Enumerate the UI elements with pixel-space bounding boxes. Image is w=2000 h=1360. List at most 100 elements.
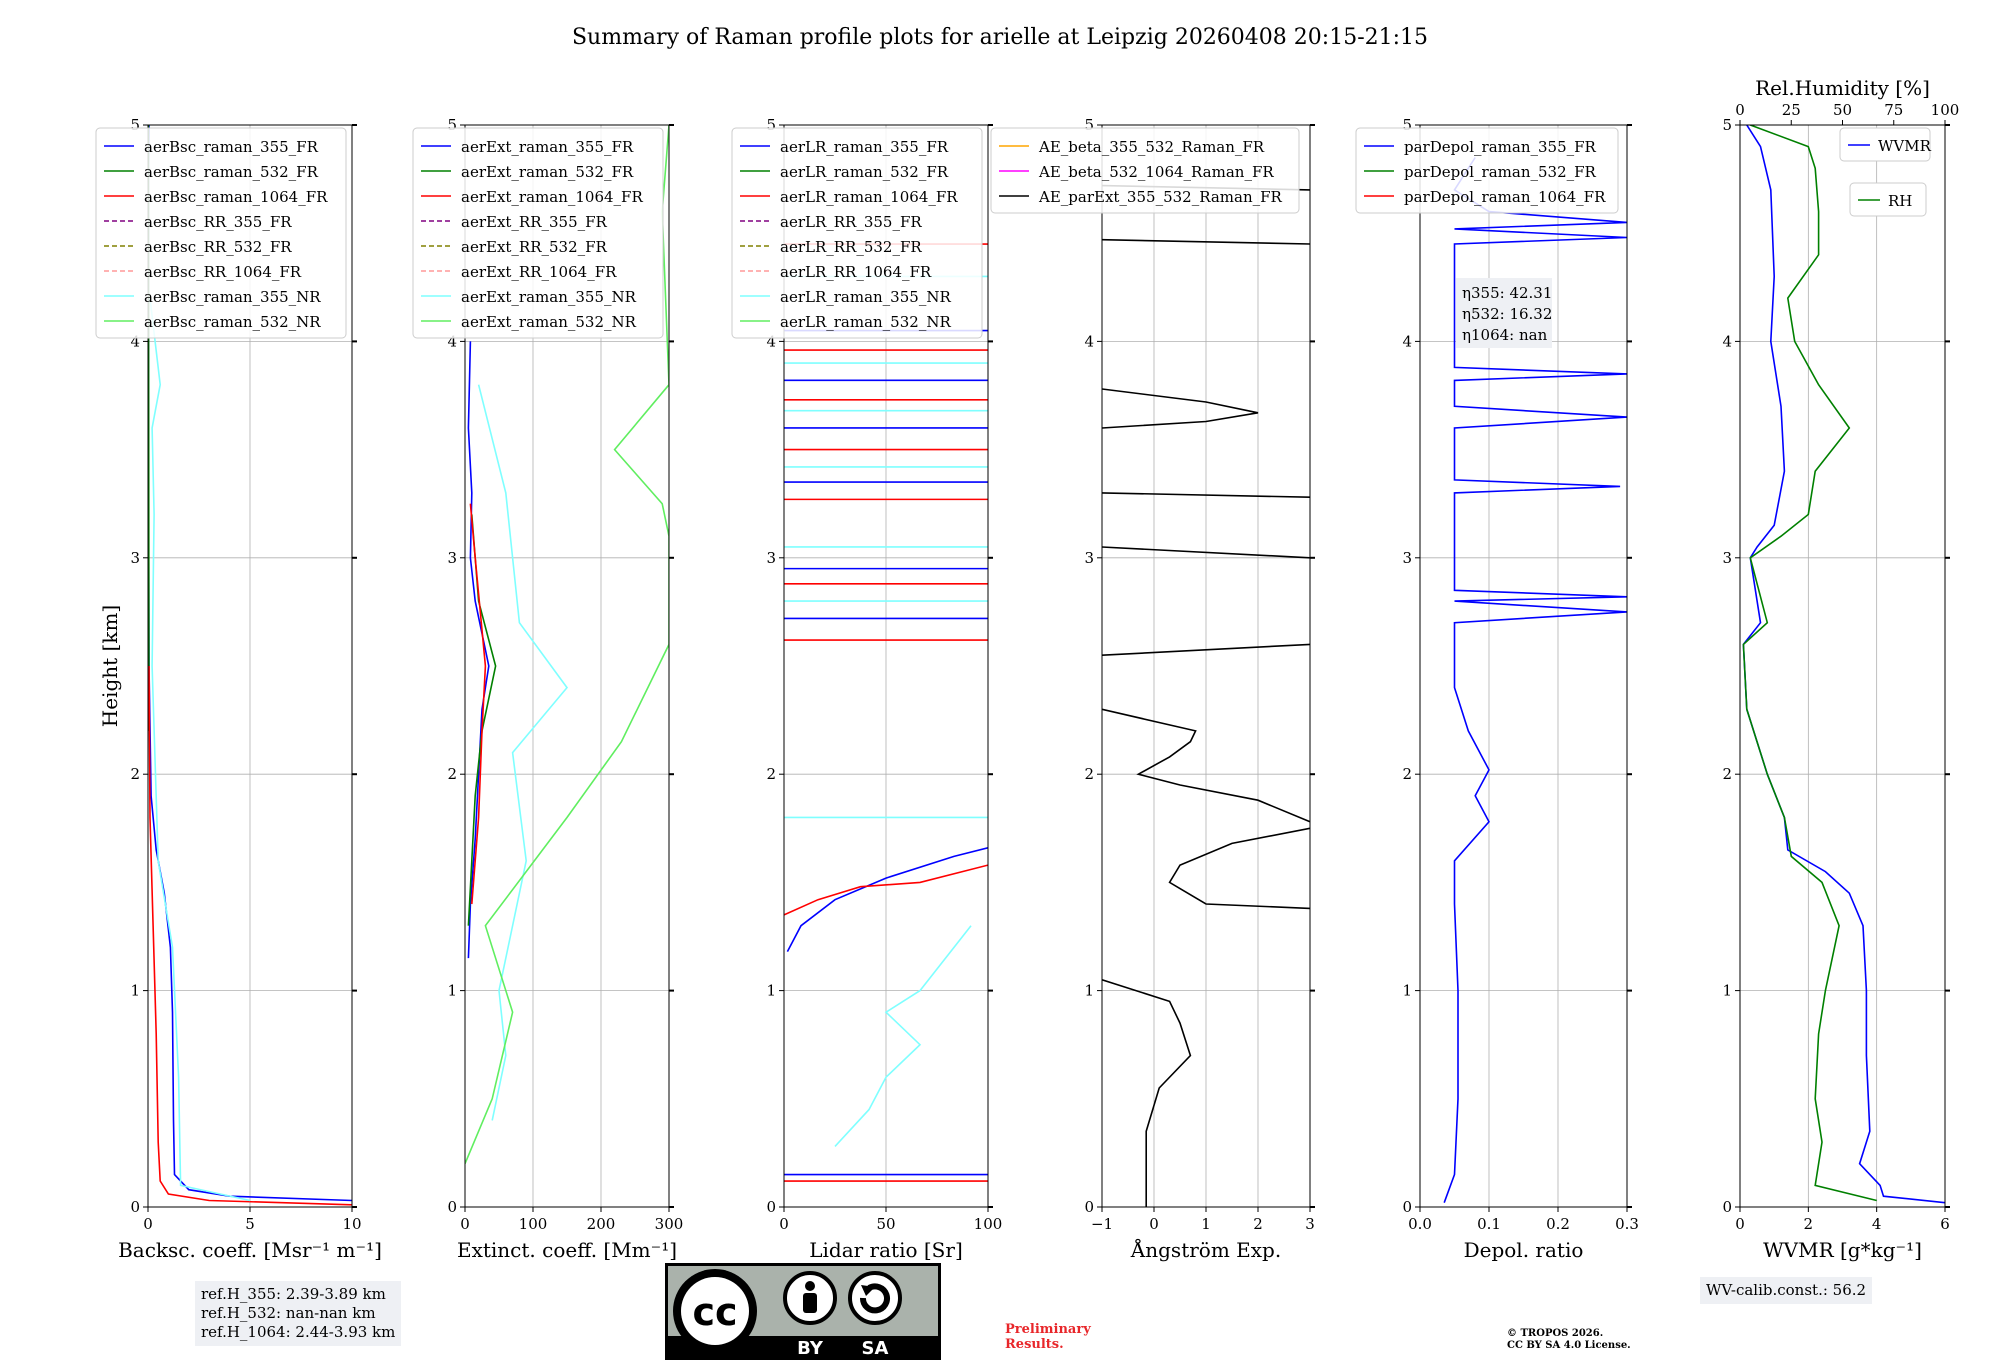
top-axis-label: Rel.Humidity [%] bbox=[1755, 76, 1930, 100]
legend: aerExt_raman_355_FR aerExt_raman_532_FRae… bbox=[412, 127, 664, 339]
legend-label: RH bbox=[1888, 192, 1912, 210]
copyright-note: © TROPOS 2026. CC BY SA 4.0 License. bbox=[1507, 1328, 1631, 1352]
annotation-box bbox=[1456, 278, 1552, 348]
sa-arrow-head bbox=[861, 1285, 875, 1296]
y-tick-label: 0 bbox=[1084, 1198, 1094, 1216]
ref-height-532: ref.H_532: nan-nan km bbox=[201, 1304, 376, 1322]
series-AE_parExt_355_532_Raman_FR_c bbox=[1102, 708, 1310, 823]
y-tick-label: 4 bbox=[1084, 332, 1094, 350]
y-tick-label: 1 bbox=[130, 982, 140, 1000]
series-aerExt_raman_1064_FR bbox=[469, 503, 487, 905]
y-tick-label: 4 bbox=[1722, 332, 1732, 350]
x-tick-label: 2 bbox=[1253, 1215, 1263, 1233]
x-tick-label: 0 bbox=[1149, 1215, 1159, 1233]
legend-label: aerBsc_raman_1064_FR bbox=[144, 188, 328, 206]
legend-label: aerBsc_raman_355_FR bbox=[144, 138, 319, 156]
cc-circle-inner bbox=[681, 1277, 749, 1345]
legend-box bbox=[1839, 127, 1931, 162]
sa-label: SA bbox=[862, 1338, 889, 1359]
x-tick-label: 0 bbox=[460, 1215, 470, 1233]
legend-label: aerLR_RR_532_FR bbox=[780, 238, 922, 256]
y-tick-label: 3 bbox=[1402, 549, 1412, 567]
cc-icon: cc bbox=[692, 1290, 737, 1334]
legend-box bbox=[1355, 127, 1619, 214]
x-axis-label: Extinct. coeff. [Mm⁻¹] bbox=[457, 1238, 677, 1262]
top-tick-label: 100 bbox=[1931, 101, 1960, 119]
x-tick-label: 6 bbox=[1940, 1215, 1950, 1233]
x-tick-label: 100 bbox=[519, 1215, 548, 1233]
legend-box bbox=[990, 127, 1300, 214]
legend-label: aerBsc_RR_532_FR bbox=[144, 238, 292, 256]
x-tick-label: 200 bbox=[587, 1215, 616, 1233]
legend-label: aerExt_raman_355_NR bbox=[461, 288, 637, 306]
y-tick-label: 4 bbox=[1402, 332, 1412, 350]
y-tick-label: 0 bbox=[1722, 1198, 1732, 1216]
y-tick-label: 2 bbox=[1722, 765, 1732, 783]
x-tick-label: 50 bbox=[876, 1215, 895, 1233]
y-tick-label: 1 bbox=[766, 982, 776, 1000]
by-person-body bbox=[803, 1293, 817, 1313]
legend-label: aerBsc_raman_532_FR bbox=[144, 163, 319, 181]
legend-label: aerBsc_RR_355_FR bbox=[144, 213, 292, 231]
eta-annotation: η355: 42.31 bbox=[1462, 284, 1552, 302]
top-tick-label: 0 bbox=[1735, 101, 1745, 119]
legend-label: AE_parExt_355_532_Raman_FR bbox=[1038, 188, 1283, 206]
x-tick-label: 0.2 bbox=[1546, 1215, 1570, 1233]
legend-label: aerBsc_raman_355_NR bbox=[144, 288, 321, 306]
y-tick-label: 5 bbox=[130, 116, 140, 134]
x-axis-label: Ångström Exp. bbox=[1130, 1237, 1281, 1262]
sa-share-icon bbox=[848, 1271, 902, 1325]
legend-label: aerLR_raman_355_NR bbox=[780, 288, 951, 306]
legend-label: parDepol_raman_355_FR bbox=[1404, 138, 1597, 156]
legend: AE_beta_355_532_Raman_FR AE_beta_532_1064… bbox=[990, 127, 1300, 214]
wv-calibration-box: WV-calib.const.: 56.2 bbox=[1700, 1277, 1873, 1304]
legend-label: AE_beta_355_532_Raman_FR bbox=[1038, 138, 1265, 156]
y-tick-label: 0 bbox=[1402, 1198, 1412, 1216]
preliminary-line2: Results. bbox=[1005, 1337, 1064, 1352]
top-tick-label: 75 bbox=[1884, 101, 1903, 119]
axes-frame bbox=[1419, 124, 1628, 1208]
legend-label: aerExt_RR_355_FR bbox=[461, 213, 608, 231]
series-aerExt_raman_355_FR bbox=[467, 341, 490, 959]
axes-frame bbox=[464, 124, 670, 1208]
cc-by-sa-badge: cc BY SA bbox=[665, 1263, 941, 1360]
panel-depol: 0 1 2 3 4 5 0.0 0.1 0.2 0.3 Depol. ratio parDepol_r… bbox=[1355, 116, 1639, 1262]
series-aerExt_raman_355_NR bbox=[477, 384, 569, 1121]
series-aerBsc_raman_355_NR bbox=[149, 298, 251, 1202]
y-tick-label: 1 bbox=[447, 982, 457, 1000]
legend-label: aerLR_raman_532_FR bbox=[780, 163, 949, 181]
preliminary-note: Preliminary Results. bbox=[1005, 1322, 1091, 1352]
y-tick-label: 0 bbox=[766, 1198, 776, 1216]
preliminary-line1: Preliminary bbox=[1005, 1322, 1091, 1337]
x-tick-label: 0.1 bbox=[1477, 1215, 1501, 1233]
y-tick-label: 1 bbox=[1084, 982, 1094, 1000]
plot-area bbox=[1443, 157, 1627, 1203]
x-tick-label: 5 bbox=[245, 1215, 255, 1233]
legend-label: parDepol_raman_532_FR bbox=[1404, 163, 1597, 181]
legend: WVMR RH bbox=[1839, 127, 1932, 217]
y-tick-label: 5 bbox=[766, 116, 776, 134]
legend-label: aerExt_RR_1064_FR bbox=[461, 263, 617, 281]
panel-ext: 0 1 2 3 4 5 0 100 200 300 Extinct. coeff. [Mm⁻¹] ae… bbox=[412, 116, 683, 1262]
axes-frame bbox=[1739, 124, 1946, 1208]
y-tick-label: 1 bbox=[1722, 982, 1732, 1000]
series-aerBsc_raman_1064_FR bbox=[148, 665, 352, 1206]
y-tick-label: 3 bbox=[1722, 549, 1732, 567]
legend-label: aerLR_RR_1064_FR bbox=[780, 263, 932, 281]
series-WVMR bbox=[1742, 125, 1945, 1204]
x-axis-label: Backsc. coeff. [Msr⁻¹ m⁻¹] bbox=[118, 1238, 382, 1262]
ref-height-355: ref.H_355: 2.39-3.89 km bbox=[201, 1285, 386, 1303]
legend-label: aerExt_raman_1064_FR bbox=[461, 188, 643, 206]
x-tick-label: 0.3 bbox=[1615, 1215, 1639, 1233]
x-axis-label: Depol. ratio bbox=[1464, 1238, 1584, 1262]
legend-label: aerBsc_raman_532_NR bbox=[144, 313, 321, 331]
series-AE_parExt_355_532_Raman_FR_g bbox=[1102, 388, 1259, 429]
y-tick-label: 5 bbox=[1722, 116, 1732, 134]
series-aerLR_raman_1064_FR bbox=[784, 864, 988, 916]
legend-label: aerLR_raman_355_FR bbox=[780, 138, 949, 156]
legend-label: parDepol_raman_1064_FR bbox=[1404, 188, 1606, 206]
legend-label: WVMR bbox=[1878, 137, 1932, 155]
